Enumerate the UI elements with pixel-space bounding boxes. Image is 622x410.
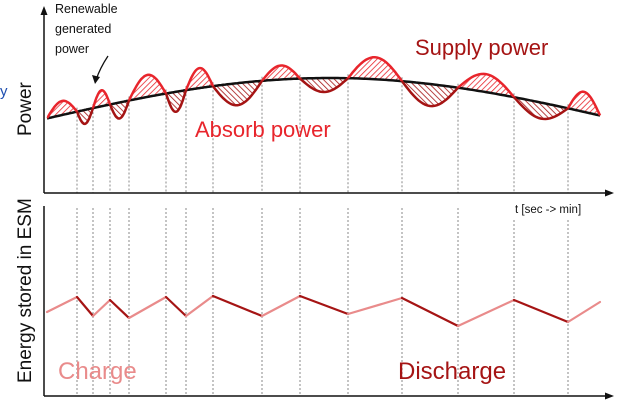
renewable-annotation: Renewable generated power [55, 2, 118, 84]
energy-charge-segment [91, 298, 112, 318]
time-axis-label: t [sec -> min] [515, 204, 581, 216]
vertical-gridlines-bottom [76, 208, 569, 396]
energy-discharge-segment [108, 298, 131, 320]
energy-discharge-segment [400, 296, 460, 328]
demand-baseline-curve [46, 76, 601, 120]
energy-charge-segment [45, 295, 79, 314]
annotation-arrow [95, 55, 109, 81]
energy-discharge-segment [512, 298, 570, 324]
cropped-text-fragment: y [0, 83, 8, 100]
energy-charge-segment [127, 295, 168, 320]
energy-charge-segment [456, 298, 516, 328]
energy-discharge-segment [164, 295, 188, 318]
discharge-label: Discharge [398, 358, 506, 385]
energy-discharge-segment [298, 294, 350, 316]
energy-charge-segment [346, 296, 404, 316]
energy-discharge-segment [75, 295, 95, 318]
energy-discharge-segment [211, 294, 264, 318]
energy-axis-label: Energy stored in ESM [15, 198, 36, 383]
charge-label: Charge [58, 358, 137, 385]
supply-power-label: Supply power [415, 35, 548, 60]
power-axes [40, 6, 614, 197]
energy-charge-segment [184, 294, 215, 318]
power-axis-label: Power [15, 81, 36, 136]
energy-axes [43, 206, 614, 400]
energy-charge-segment [260, 294, 302, 318]
deficit-power-area [47, 78, 600, 124]
renewable-label-line2: generated [55, 22, 111, 36]
absorb-power-label: Absorb power [195, 117, 331, 142]
renewable-label-line3: power [55, 42, 89, 56]
renewable-label-line1: Renewable [55, 2, 118, 16]
time-axis-label-box [513, 200, 608, 218]
energy-stored-line [45, 294, 602, 328]
vertical-gridlines-top [76, 74, 569, 193]
annotation-arrowhead [92, 75, 100, 84]
energy-charge-segment [566, 300, 602, 324]
